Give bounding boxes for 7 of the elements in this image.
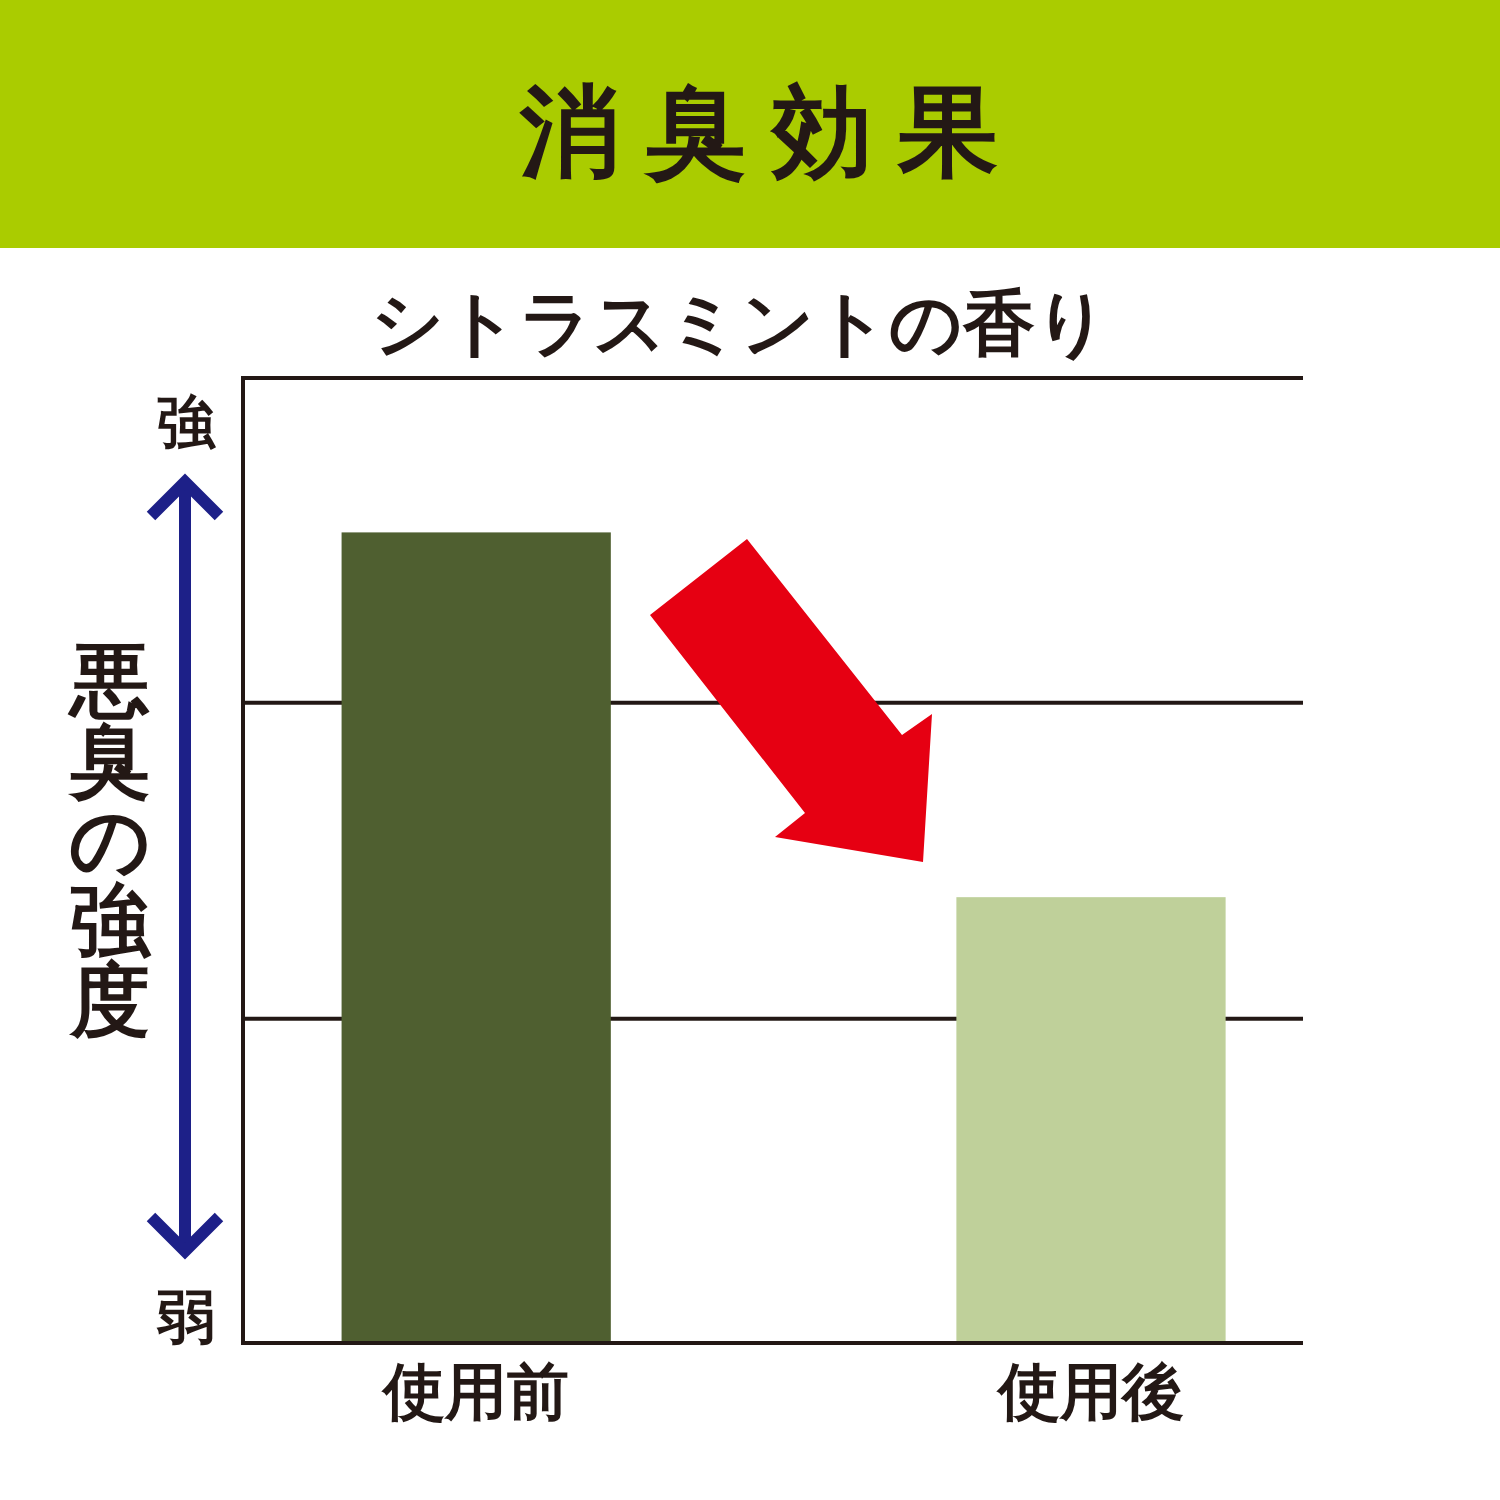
text: 弱: [156, 1283, 215, 1351]
x-tick-label: 使用後: [996, 1355, 1184, 1428]
text: 強: [157, 388, 217, 456]
chart-title: 消臭効果: [519, 73, 1024, 190]
chart-subtitle: シトラスミントの香り: [371, 281, 1109, 365]
x-tick-label: 使用前: [381, 1355, 570, 1428]
y-axis-title: 悪臭の強度: [67, 634, 152, 1047]
